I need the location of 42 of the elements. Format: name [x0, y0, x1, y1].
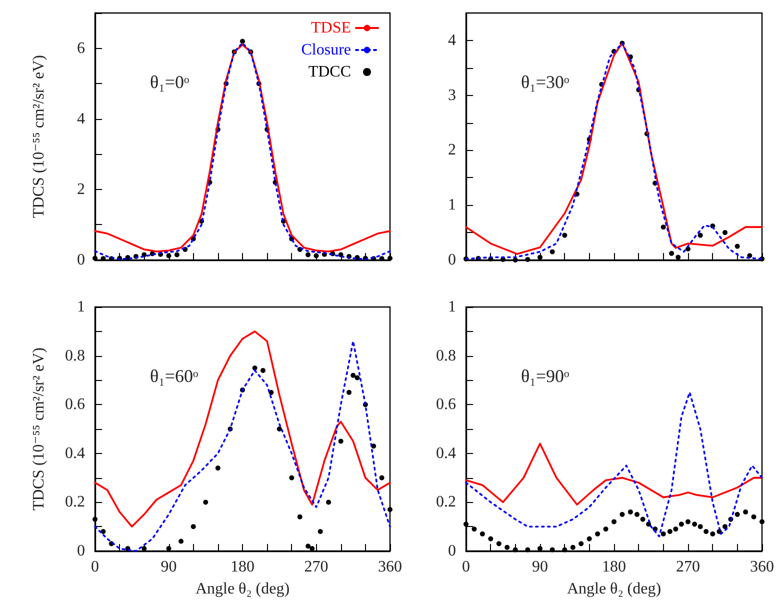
x-tick-label: 270	[676, 558, 700, 576]
x-tick-label: 180	[230, 558, 254, 576]
y-tick-label: 1	[448, 196, 456, 214]
y-tick-label: 1	[448, 298, 456, 316]
y-tick-label: 2	[448, 142, 456, 159]
x-axis-title: Angle θ₂ (deg)	[566, 580, 662, 598]
x-tick-label: 270	[304, 558, 328, 576]
legend-label: TDCC	[308, 64, 351, 80]
y-tick-label: 0.2	[436, 494, 456, 511]
y-tick-label: 0	[77, 542, 85, 560]
y-tick-label: 6	[77, 40, 85, 57]
annotation: θ₁=30ᵒ	[521, 72, 570, 92]
y-tick-label: 1	[77, 298, 85, 316]
y-tick-label: 0.2	[65, 494, 85, 511]
y-tick-label: 0.6	[436, 396, 456, 414]
y-tick-label: 0	[448, 542, 456, 560]
x-tick-label: 90	[532, 558, 548, 576]
y-tick-label: 0.8	[65, 347, 85, 364]
y-tick-label: 0	[448, 252, 456, 268]
y-tick-label: 0.6	[65, 396, 85, 414]
y-tick-label: 2	[77, 180, 85, 198]
y-axis-title: TDCS (10⁻⁵⁵ cm²/sr² eV)	[30, 55, 48, 218]
y-tick-label: 3	[448, 86, 456, 104]
x-tick-label: 0	[462, 558, 470, 576]
y-tick-label: 0.8	[436, 347, 456, 364]
x-tick-label: 90	[160, 558, 177, 576]
x-axis-title: Angle θ₂ (deg)	[195, 580, 290, 598]
legend-label: TDSE	[311, 20, 351, 36]
annotation: θ₁=0ᵒ	[150, 72, 190, 92]
y-tick-label: 4	[448, 32, 456, 49]
x-tick-label: 0	[91, 558, 99, 576]
legend-label: Closure	[301, 42, 351, 58]
y-axis-title: TDCS (10⁻⁵⁵ cm²/sr² eV)	[30, 348, 48, 510]
y-tick-label: 0.4	[436, 444, 456, 462]
x-tick-label: 360	[378, 558, 402, 576]
x-tick-label: 360	[750, 558, 774, 576]
y-tick-label: 4	[77, 110, 85, 128]
annotation: θ₁=60ᵒ	[150, 366, 198, 386]
x-tick-label: 180	[602, 558, 626, 576]
y-tick-label: 0	[77, 252, 85, 268]
annotation: θ₁=90ᵒ	[521, 366, 570, 386]
y-tick-label: 0.4	[65, 444, 85, 462]
